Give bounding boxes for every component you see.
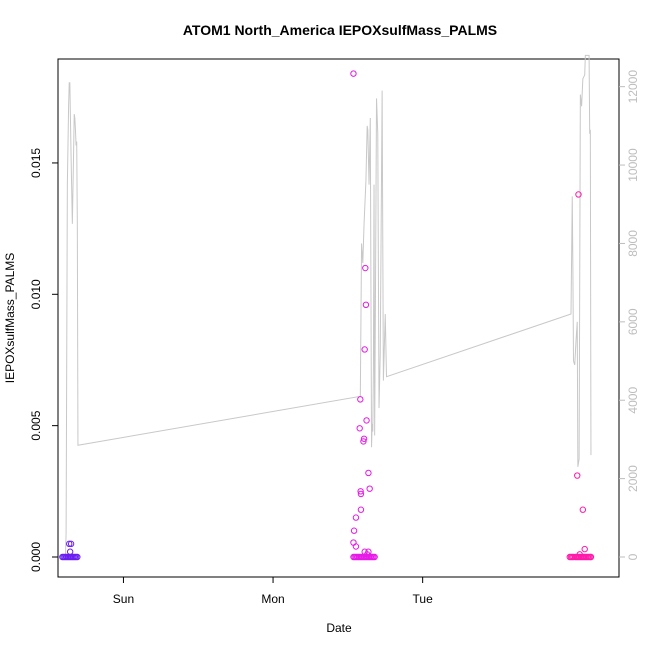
y-right-tick-label: 4000: [626, 387, 640, 414]
plot-frame: [57, 58, 620, 578]
y-right-tick-label: 12000: [626, 70, 640, 104]
data-point: [352, 514, 360, 521]
data-point: [363, 417, 370, 424]
data-point: [371, 553, 378, 561]
data-point: [67, 540, 75, 548]
data-point: [350, 70, 357, 77]
data-point: [575, 191, 582, 198]
data-point: [357, 506, 365, 513]
y-right-tick-label: 10000: [626, 148, 640, 182]
data-point: [362, 301, 370, 309]
data-point: [579, 506, 587, 513]
data-point: [74, 553, 81, 561]
x-tick-label: Tue: [413, 592, 434, 606]
x-axis: Sun Mon Tue: [113, 577, 433, 606]
data-point: [66, 540, 73, 548]
data-point: [587, 553, 595, 561]
x-axis-label: Date: [326, 621, 352, 635]
x-tick-label: Mon: [261, 592, 284, 606]
data-point: [357, 488, 364, 495]
data-point: [360, 438, 367, 445]
data-point: [362, 264, 369, 272]
y-axis-label: IEPOXsulfMass_PALMS: [3, 253, 17, 384]
data-point: [365, 469, 372, 477]
data-point: [366, 485, 373, 492]
data-point: [350, 539, 357, 546]
y-right-tick-label: 6000: [626, 308, 640, 335]
y-left-tick-label: 0.000: [29, 542, 43, 572]
data-point: [581, 545, 588, 553]
chart-title: ATOM1 North_America IEPOXsulfMass_PALMS: [183, 22, 497, 38]
y-axis-left: 0.000 0.005 0.010 0.015: [29, 148, 58, 572]
y-left-tick-label: 0.010: [29, 279, 43, 309]
series-line: [64, 54, 592, 556]
x-tick-label: Sun: [113, 592, 134, 606]
data-point: [361, 346, 368, 353]
data-point: [576, 551, 583, 558]
y-axis-right: 0 2000 4000 6000 8000 10000 12000: [619, 70, 640, 560]
data-point: [360, 435, 368, 442]
data-point: [357, 396, 364, 403]
data-point: [66, 548, 74, 555]
data-point: [357, 490, 365, 498]
y-right-tick-label: 2000: [626, 465, 640, 492]
y-right-tick-label: 8000: [626, 230, 640, 257]
series-line-path: [64, 54, 592, 556]
data-point: [574, 472, 581, 479]
data-point: [356, 425, 363, 432]
y-left-tick-label: 0.005: [29, 410, 43, 440]
data-point: [352, 543, 360, 550]
series-points: [59, 70, 595, 561]
y-right-tick-label: 0: [626, 553, 640, 560]
data-point: [350, 527, 358, 534]
y-left-tick-label: 0.015: [29, 148, 43, 178]
